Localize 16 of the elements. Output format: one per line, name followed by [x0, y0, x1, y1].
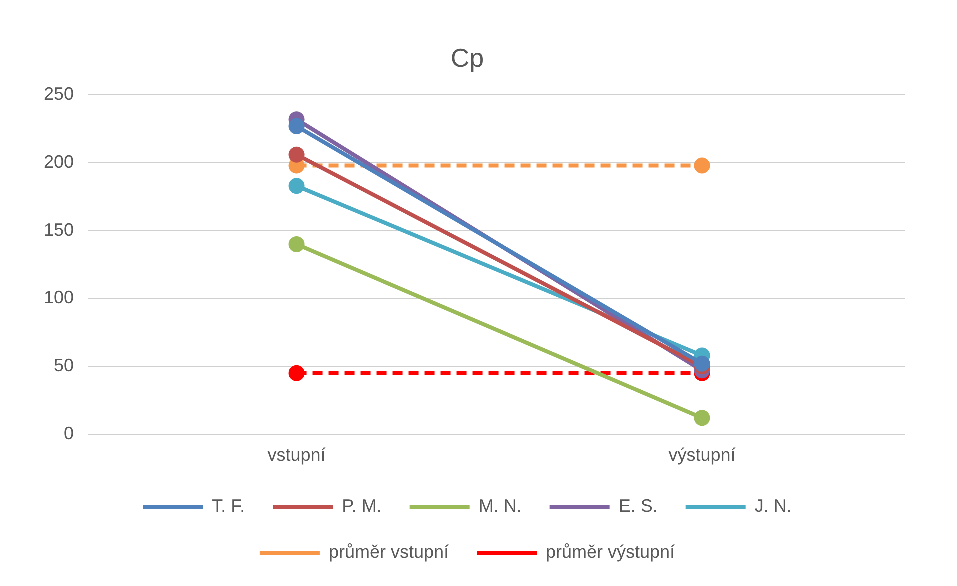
x-tick-label: výstupní — [668, 445, 736, 466]
y-tick-label: 100 — [44, 288, 74, 308]
y-tick-label: 0 — [64, 423, 74, 444]
y-tick-label: 150 — [44, 220, 74, 240]
y-tick-label: 50 — [54, 356, 74, 376]
y-tick-label: 250 — [44, 84, 74, 104]
legend-label: P. M. — [342, 496, 382, 516]
x-tick-label: vstupní — [268, 445, 326, 466]
chart-title: Cp — [450, 42, 484, 73]
legend-label: T. F. — [212, 496, 246, 516]
legend-label: J. N. — [754, 496, 792, 516]
legend-label: E. S. — [618, 496, 658, 516]
legend-label: průměr výstupní — [546, 542, 676, 562]
legend-label: M. N. — [478, 496, 522, 516]
legend-label: průměr vstupní — [328, 542, 450, 562]
y-tick-label: 200 — [44, 152, 74, 172]
